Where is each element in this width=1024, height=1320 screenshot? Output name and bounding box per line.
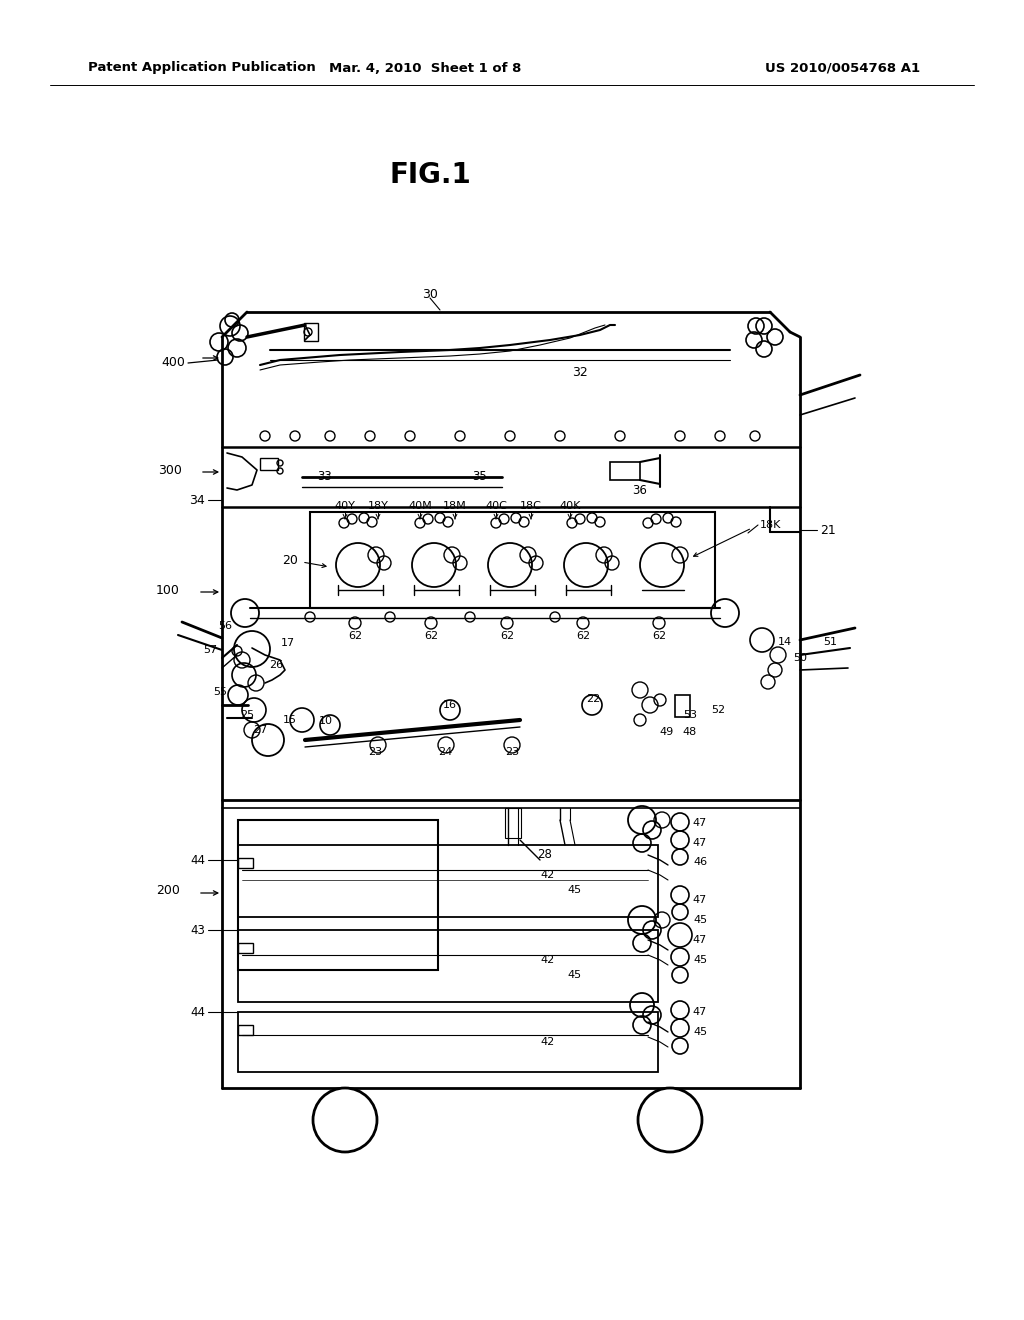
Bar <box>304 323 318 341</box>
Text: 42: 42 <box>541 1038 555 1047</box>
Bar <box>238 942 253 953</box>
Text: 100: 100 <box>156 583 180 597</box>
Text: 40C: 40C <box>485 502 507 511</box>
Text: 22: 22 <box>586 694 600 704</box>
Text: 56: 56 <box>218 620 232 631</box>
Text: 18Y: 18Y <box>368 502 388 511</box>
Text: 47: 47 <box>693 895 708 906</box>
Bar <box>238 1012 658 1072</box>
Text: 18C: 18C <box>520 502 542 511</box>
Bar <box>610 462 640 480</box>
Text: 55: 55 <box>213 686 227 697</box>
Text: 47: 47 <box>693 1007 708 1016</box>
Text: 53: 53 <box>683 710 697 719</box>
Text: Patent Application Publication: Patent Application Publication <box>88 62 315 74</box>
Text: 16: 16 <box>443 700 457 710</box>
Text: 42: 42 <box>541 870 555 880</box>
Text: 18M: 18M <box>443 502 467 511</box>
Text: 40M: 40M <box>409 502 432 511</box>
Bar <box>238 931 658 1002</box>
Text: 62: 62 <box>575 631 590 642</box>
Text: 51: 51 <box>823 638 837 647</box>
Text: 46: 46 <box>693 857 707 867</box>
Text: 30: 30 <box>422 289 438 301</box>
Text: 45: 45 <box>568 884 582 895</box>
Text: 62: 62 <box>500 631 514 642</box>
Text: 52: 52 <box>711 705 725 715</box>
Bar <box>675 696 690 717</box>
Text: 23: 23 <box>505 747 519 756</box>
Text: 300: 300 <box>158 463 182 477</box>
Text: 36: 36 <box>633 483 647 496</box>
Bar <box>238 845 658 917</box>
Text: 20: 20 <box>282 553 298 566</box>
Circle shape <box>638 1088 702 1152</box>
Bar <box>238 1026 253 1035</box>
Text: 48: 48 <box>683 727 697 737</box>
Text: 17: 17 <box>281 638 295 648</box>
Text: 400: 400 <box>161 356 185 370</box>
Text: 32: 32 <box>572 367 588 380</box>
Text: FIG.1: FIG.1 <box>389 161 471 189</box>
Text: 45: 45 <box>693 954 707 965</box>
Text: 23: 23 <box>368 747 382 756</box>
Text: 47: 47 <box>693 818 708 828</box>
Bar <box>260 458 278 470</box>
Bar <box>310 512 715 609</box>
Text: 21: 21 <box>820 524 836 536</box>
Bar <box>505 808 521 838</box>
Bar <box>238 858 253 869</box>
Text: 28: 28 <box>538 849 552 862</box>
Text: 33: 33 <box>317 470 333 483</box>
Text: Mar. 4, 2010  Sheet 1 of 8: Mar. 4, 2010 Sheet 1 of 8 <box>329 62 521 74</box>
Text: 62: 62 <box>652 631 666 642</box>
Circle shape <box>313 1088 377 1152</box>
Text: 40Y: 40Y <box>335 502 355 511</box>
Text: 47: 47 <box>693 838 708 847</box>
Text: 45: 45 <box>693 915 707 925</box>
Text: 14: 14 <box>778 638 792 647</box>
Text: 45: 45 <box>568 970 582 979</box>
Text: 49: 49 <box>659 727 674 737</box>
Text: 44: 44 <box>190 1006 205 1019</box>
Text: 18K: 18K <box>760 520 781 531</box>
Text: 35: 35 <box>473 470 487 483</box>
Text: 43: 43 <box>190 924 205 936</box>
Bar <box>238 820 438 970</box>
Text: 15: 15 <box>283 715 297 725</box>
Text: 62: 62 <box>424 631 438 642</box>
Text: 40K: 40K <box>559 502 581 511</box>
Text: 25: 25 <box>240 710 254 719</box>
Text: 27: 27 <box>253 725 267 735</box>
Text: 200: 200 <box>156 883 180 896</box>
Text: 34: 34 <box>189 494 205 507</box>
Text: 24: 24 <box>438 747 453 756</box>
Text: 50: 50 <box>793 653 807 663</box>
Text: 42: 42 <box>541 954 555 965</box>
Text: 47: 47 <box>693 935 708 945</box>
Text: 62: 62 <box>348 631 362 642</box>
Text: 26: 26 <box>269 660 283 671</box>
Text: 44: 44 <box>190 854 205 866</box>
Text: US 2010/0054768 A1: US 2010/0054768 A1 <box>765 62 920 74</box>
Text: 57: 57 <box>203 645 217 655</box>
Text: 10: 10 <box>319 715 333 726</box>
Text: 45: 45 <box>693 1027 707 1038</box>
